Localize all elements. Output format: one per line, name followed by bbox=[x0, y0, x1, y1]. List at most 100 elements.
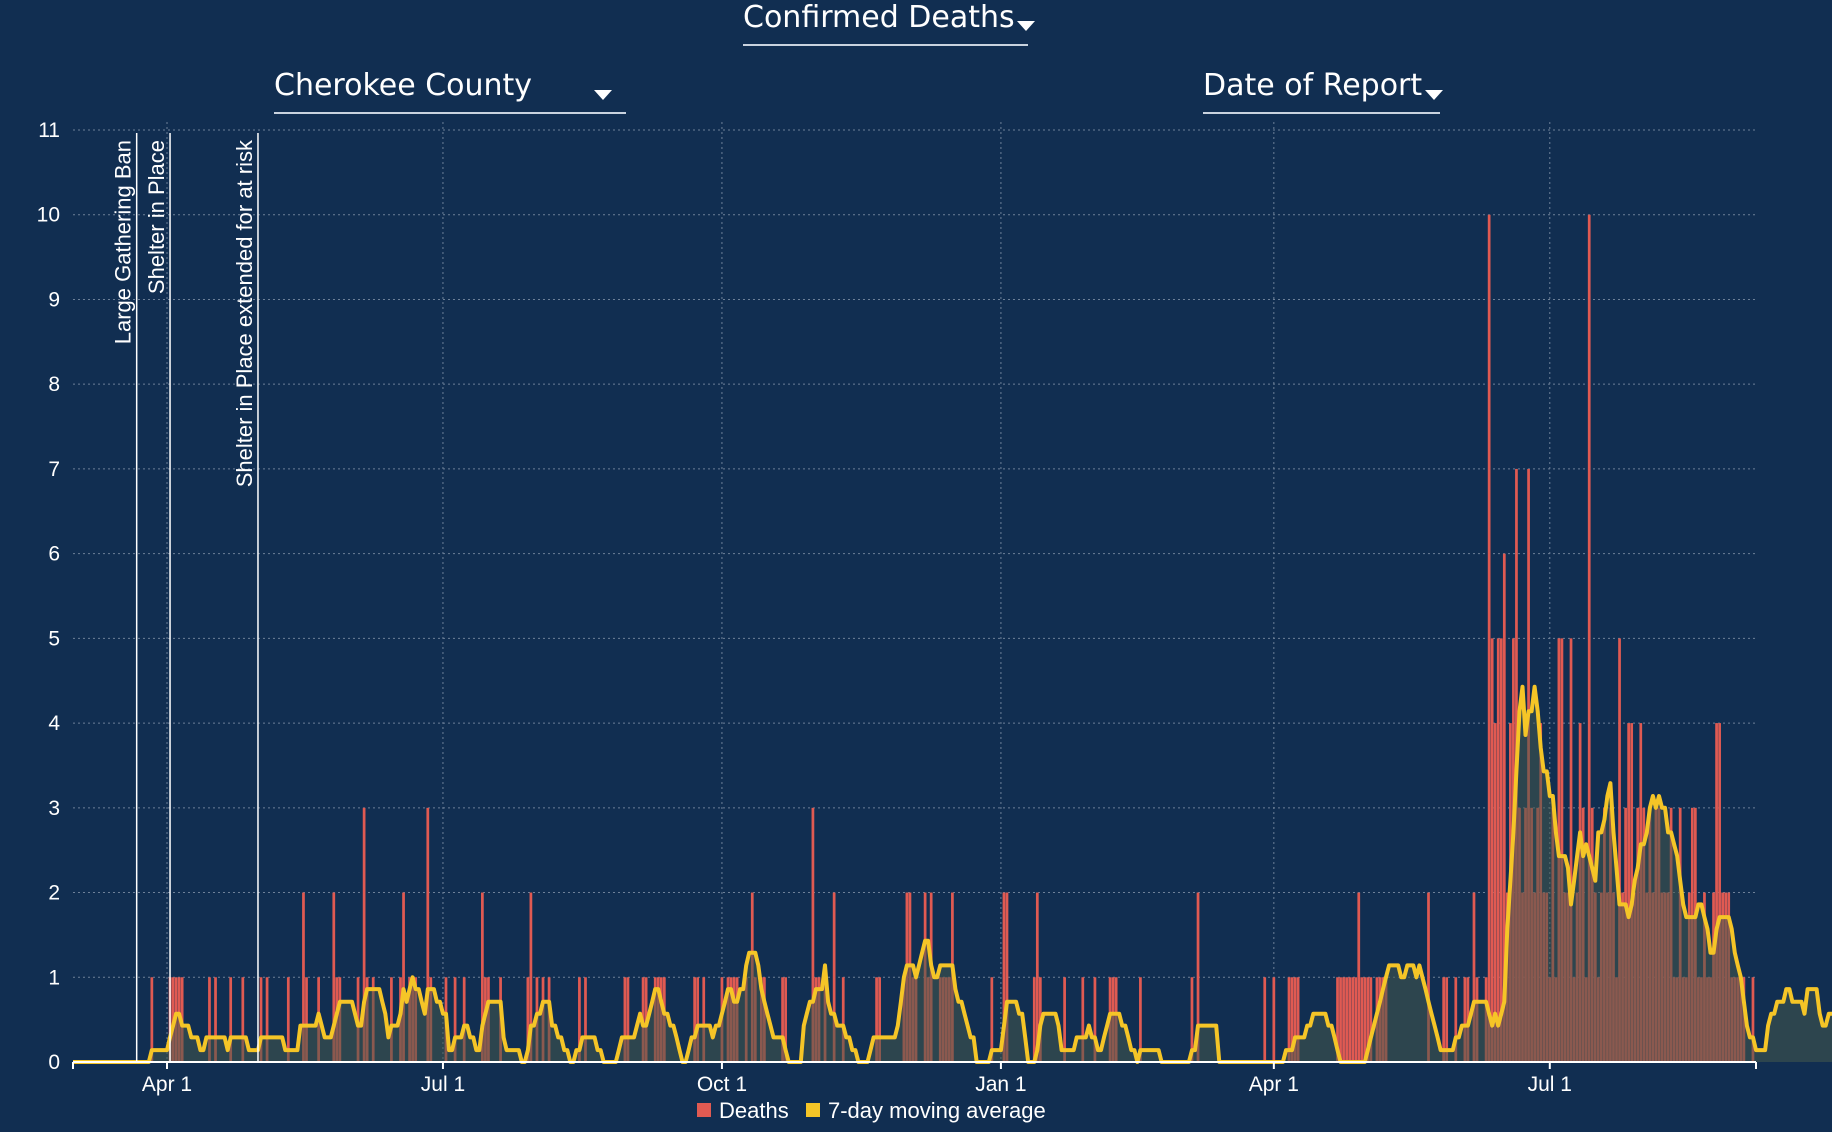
x-axis: Apr 1 Jul 1 Oct 1 Jan 1 Apr 1 Jul 1 bbox=[72, 1061, 1757, 1096]
deaths-bar bbox=[811, 807, 815, 1062]
deaths-bar bbox=[1063, 977, 1066, 1062]
deaths-bar bbox=[693, 977, 697, 1062]
deaths-bar bbox=[626, 977, 630, 1062]
deaths-bar bbox=[1442, 977, 1446, 1062]
deaths-bar bbox=[1287, 977, 1291, 1062]
y-tick-label: 5 bbox=[48, 627, 60, 650]
deaths-bar bbox=[578, 977, 581, 1062]
deaths-bar bbox=[362, 807, 366, 1062]
deaths-bar bbox=[1751, 977, 1755, 1062]
chevron-down-icon bbox=[1425, 89, 1444, 100]
deaths-bar bbox=[1715, 723, 1718, 1062]
event-label: Shelter in Place bbox=[144, 140, 169, 294]
deaths-bar bbox=[1093, 977, 1097, 1062]
y-tick-label: 7 bbox=[48, 458, 60, 481]
deaths-bar bbox=[1427, 892, 1430, 1062]
deaths-bar bbox=[1357, 892, 1361, 1062]
deaths-bar bbox=[241, 977, 245, 1062]
deaths-bar bbox=[1290, 977, 1294, 1062]
deaths-bar bbox=[1569, 638, 1573, 1062]
deaths-bar bbox=[1493, 723, 1497, 1062]
deaths-bar bbox=[526, 977, 530, 1062]
y-tick-label: 10 bbox=[37, 204, 60, 227]
deaths-bar bbox=[390, 977, 393, 1062]
y-tick-label: 9 bbox=[48, 288, 60, 311]
y-tick-label: 6 bbox=[48, 543, 60, 566]
y-axis: 0 1 2 3 4 5 6 7 8 9 10 11 bbox=[37, 119, 61, 1074]
date-mode-select-value: Date of Report bbox=[1203, 68, 1423, 103]
date-mode-select[interactable]: Date of Report bbox=[1203, 68, 1444, 114]
deaths-bar bbox=[462, 977, 466, 1062]
deaths-bar bbox=[696, 977, 700, 1062]
deaths-bar bbox=[1363, 977, 1367, 1062]
deaths-bar bbox=[259, 977, 263, 1062]
metric-select-value: Confirmed Deaths bbox=[743, 0, 1015, 35]
deaths-bar bbox=[1369, 977, 1373, 1062]
event-label: Large Gathering Ban bbox=[111, 140, 136, 344]
county-select-value: Cherokee County bbox=[274, 68, 533, 103]
deaths-bar bbox=[1718, 723, 1721, 1062]
deaths-bar bbox=[302, 892, 305, 1062]
x-tick-label: Apr 1 bbox=[142, 1073, 192, 1096]
deaths-bar bbox=[878, 977, 881, 1062]
deaths-bar bbox=[453, 977, 457, 1062]
deaths-bar bbox=[781, 977, 784, 1062]
x-tick-label: Jan 1 bbox=[975, 1073, 1026, 1096]
deaths-bar bbox=[1190, 977, 1194, 1062]
deaths-bar bbox=[1496, 638, 1500, 1062]
deaths-bar bbox=[1587, 214, 1591, 1062]
deaths-bar bbox=[1296, 977, 1300, 1062]
deaths-bar bbox=[1196, 892, 1200, 1062]
legend-label-moving-average: 7-day moving average bbox=[828, 1098, 1046, 1123]
y-tick-label: 2 bbox=[48, 882, 60, 905]
deaths-bar bbox=[1445, 977, 1449, 1062]
deaths-bar bbox=[332, 892, 336, 1062]
deaths-bar bbox=[1502, 553, 1506, 1062]
deaths-bar bbox=[214, 977, 217, 1062]
moving-average-area bbox=[73, 686, 1832, 1062]
legend: Deaths 7-day moving average bbox=[697, 1098, 1046, 1123]
deaths-bar bbox=[481, 892, 484, 1062]
deaths-bar bbox=[1035, 892, 1039, 1062]
y-tick-label: 8 bbox=[48, 373, 60, 396]
deaths-bar bbox=[1139, 977, 1142, 1062]
deaths-bar bbox=[1351, 977, 1355, 1062]
deaths-bar bbox=[1293, 977, 1297, 1062]
deaths-bar bbox=[1618, 638, 1621, 1062]
deaths-bar bbox=[702, 977, 706, 1062]
event-label: Shelter in Place extended for at risk bbox=[232, 139, 257, 487]
deaths-bar bbox=[1366, 977, 1370, 1062]
y-tick-label: 4 bbox=[48, 712, 60, 735]
y-tick-label: 0 bbox=[48, 1051, 60, 1074]
legend-swatch-moving-average bbox=[806, 1103, 820, 1117]
deaths-bar bbox=[1263, 977, 1267, 1062]
deaths-bar bbox=[1342, 977, 1345, 1062]
metric-select[interactable]: Confirmed Deaths bbox=[743, 0, 1035, 46]
grid-lines bbox=[73, 122, 1756, 1062]
event-markers: Large Gathering Ban Shelter in Place Shelt… bbox=[111, 133, 259, 1062]
deaths-bar bbox=[1560, 638, 1564, 1062]
chevron-down-icon bbox=[594, 90, 612, 100]
county-select[interactable]: Cherokee County bbox=[274, 68, 626, 114]
deaths-bar bbox=[1627, 723, 1631, 1062]
x-tick-label: Jul 1 bbox=[421, 1073, 465, 1096]
deaths-bar bbox=[841, 977, 845, 1062]
deaths-bar bbox=[1360, 977, 1364, 1062]
deaths-bar bbox=[1487, 214, 1491, 1062]
x-tick-label: Apr 1 bbox=[1249, 1073, 1299, 1096]
deaths-bar bbox=[208, 977, 211, 1062]
deaths-bar bbox=[875, 977, 878, 1062]
deaths-bar bbox=[1339, 977, 1342, 1062]
deaths-bar bbox=[529, 892, 533, 1062]
moving-average-line bbox=[73, 684, 1832, 1064]
deaths-bar bbox=[1345, 977, 1348, 1062]
deaths-bar bbox=[1348, 977, 1352, 1062]
y-tick-label: 3 bbox=[48, 797, 60, 820]
deaths-bar bbox=[1002, 892, 1006, 1062]
deaths-bar bbox=[265, 977, 269, 1062]
deaths-bar bbox=[623, 977, 627, 1062]
deaths-bar bbox=[1005, 892, 1009, 1062]
deaths-bar bbox=[1454, 977, 1458, 1062]
deaths-bar bbox=[990, 977, 994, 1062]
